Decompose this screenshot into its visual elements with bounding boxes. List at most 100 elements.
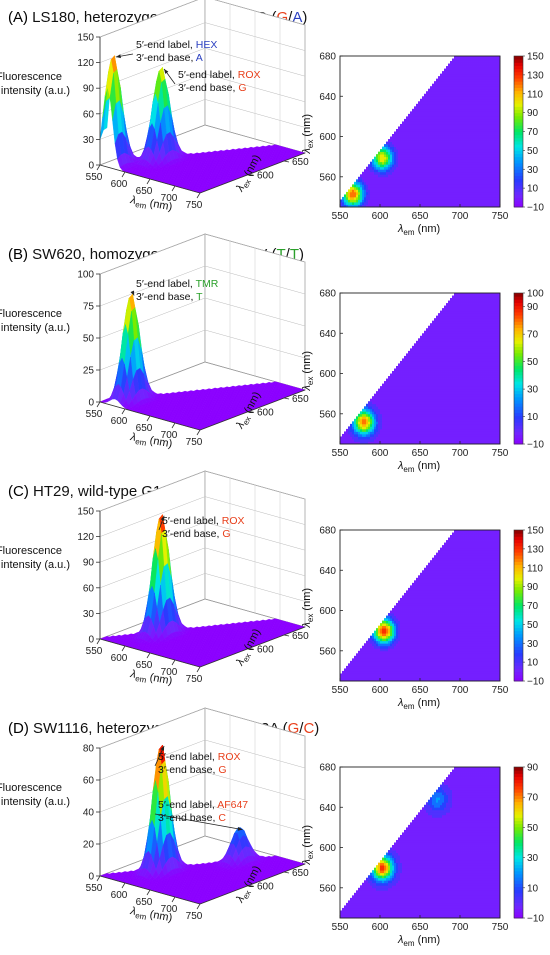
x-tick-label: 550	[86, 409, 103, 420]
colorbar-segment	[514, 201, 523, 205]
surface-plot: 0 30 60 90 120 150 Fluorescence intensity (a.u.…	[0, 0, 309, 215]
colorbar-tick-label: 110	[527, 89, 543, 100]
colorbar-tick-label: 130	[527, 70, 544, 81]
z-tick-label: 25	[83, 366, 95, 377]
x-tick	[97, 165, 100, 170]
colorbar-segment	[514, 116, 523, 120]
x-tick	[172, 423, 175, 428]
annotation-text: 3′-end base, T	[136, 291, 203, 303]
colorbar-segment	[514, 157, 523, 161]
x-tick-label: 750	[492, 211, 509, 222]
y-tick-label: 640	[319, 92, 336, 103]
y-axis-label: λex (nm)	[301, 114, 315, 155]
z-tick-label: 0	[88, 161, 94, 172]
colorbar-segment	[514, 65, 523, 69]
z-tick-label: 0	[88, 398, 94, 409]
z-tick-label: 50	[83, 334, 95, 345]
x-tick	[122, 172, 125, 177]
colorbar-segment	[514, 160, 523, 164]
z-tick-label: 100	[77, 270, 94, 281]
colorbar-segment	[514, 138, 523, 142]
colorbar-segment	[514, 122, 523, 126]
x-tick-label: 750	[186, 200, 203, 211]
x-tick	[122, 409, 125, 414]
colorbar-segment	[514, 150, 523, 154]
colorbar-segment	[514, 194, 523, 198]
colorbar-segment	[514, 113, 523, 117]
colorbar-segment	[514, 169, 523, 173]
surface-plot: 0 25 50 75 100 Fluorescence intensity (a.u.) 55…	[0, 234, 309, 452]
y-tick-label: 650	[292, 394, 309, 405]
colorbar-segment	[514, 87, 523, 91]
contour-cells	[340, 293, 500, 444]
y-tick-label: 650	[292, 157, 309, 168]
colorbar-segment	[514, 59, 523, 63]
colorbar-segment	[514, 188, 523, 192]
annotation-text: 3′-end base, A	[136, 52, 203, 64]
colorbar-segment	[514, 147, 523, 151]
x-tick-label: 750	[186, 437, 203, 448]
y-tick-label: 600	[257, 170, 274, 181]
z-axis-label: intensity (a.u.)	[1, 85, 70, 97]
colorbar-segment	[514, 144, 523, 148]
y-tick	[284, 161, 289, 162]
x-tick-label: 550	[332, 211, 349, 222]
annotation-text: 5′-end label, ROX	[178, 69, 261, 81]
z-tick-label: 150	[77, 33, 94, 44]
x-tick-label: 650	[412, 211, 429, 222]
colorbar-segment	[514, 128, 523, 132]
x-tick	[197, 430, 200, 435]
colorbar-segment	[514, 125, 523, 129]
colorbar-segment	[514, 179, 523, 183]
colorbar-segment	[514, 84, 523, 88]
colorbar-segment	[514, 191, 523, 195]
colorbar-segment	[514, 185, 523, 189]
colorbar-segment	[514, 78, 523, 82]
colorbar-segment	[514, 81, 523, 85]
y-tick-label: 680	[319, 52, 336, 63]
colorbar-segment	[514, 94, 523, 98]
x-tick-label: 550	[86, 172, 103, 183]
colorbar-segment	[514, 154, 523, 158]
colorbar-segment	[514, 163, 523, 167]
colorbar-segment	[514, 106, 523, 110]
x-tick-label: 650	[136, 186, 153, 197]
colorbar-segment	[514, 56, 523, 60]
z-tick-label: 75	[83, 302, 95, 313]
x-tick-label: 650	[136, 423, 153, 434]
z-tick-label: 60	[83, 109, 95, 120]
x-tick	[197, 193, 200, 198]
x-tick	[147, 416, 150, 421]
colorbar-segment	[514, 132, 523, 136]
colorbar-segment	[514, 72, 523, 76]
contour-cells	[340, 56, 500, 207]
x-tick	[97, 402, 100, 407]
x-tick-label: 600	[111, 416, 128, 427]
colorbar-segment	[514, 135, 523, 139]
colorbar-tick-label: 50	[527, 146, 539, 157]
z-tick-label: 120	[77, 58, 94, 69]
z-axis-label: intensity (a.u.)	[1, 322, 70, 334]
colorbar-segment	[514, 166, 523, 170]
colorbar-segment	[514, 62, 523, 66]
x-tick-label: 600	[111, 179, 128, 190]
colorbar-segment	[514, 119, 523, 123]
colorbar-tick-label: 10	[527, 184, 539, 195]
z-axis-label: Fluorescence	[0, 71, 62, 83]
colorbar-segment	[514, 176, 523, 180]
colorbar-segment	[514, 97, 523, 101]
x-tick	[147, 179, 150, 184]
z-tick-label: 30	[83, 135, 95, 146]
colorbar-tick-label: −10	[527, 203, 544, 214]
colorbar-segment	[514, 141, 523, 145]
colorbar-tick-label: 150	[527, 52, 544, 63]
z-axis-label: Fluorescence	[0, 308, 62, 320]
x-tick-label: 700	[452, 211, 469, 222]
z-tick-label: 90	[83, 84, 95, 95]
x-tick	[172, 186, 175, 191]
colorbar-segment	[514, 75, 523, 79]
colorbar-tick-label: 70	[527, 127, 539, 138]
